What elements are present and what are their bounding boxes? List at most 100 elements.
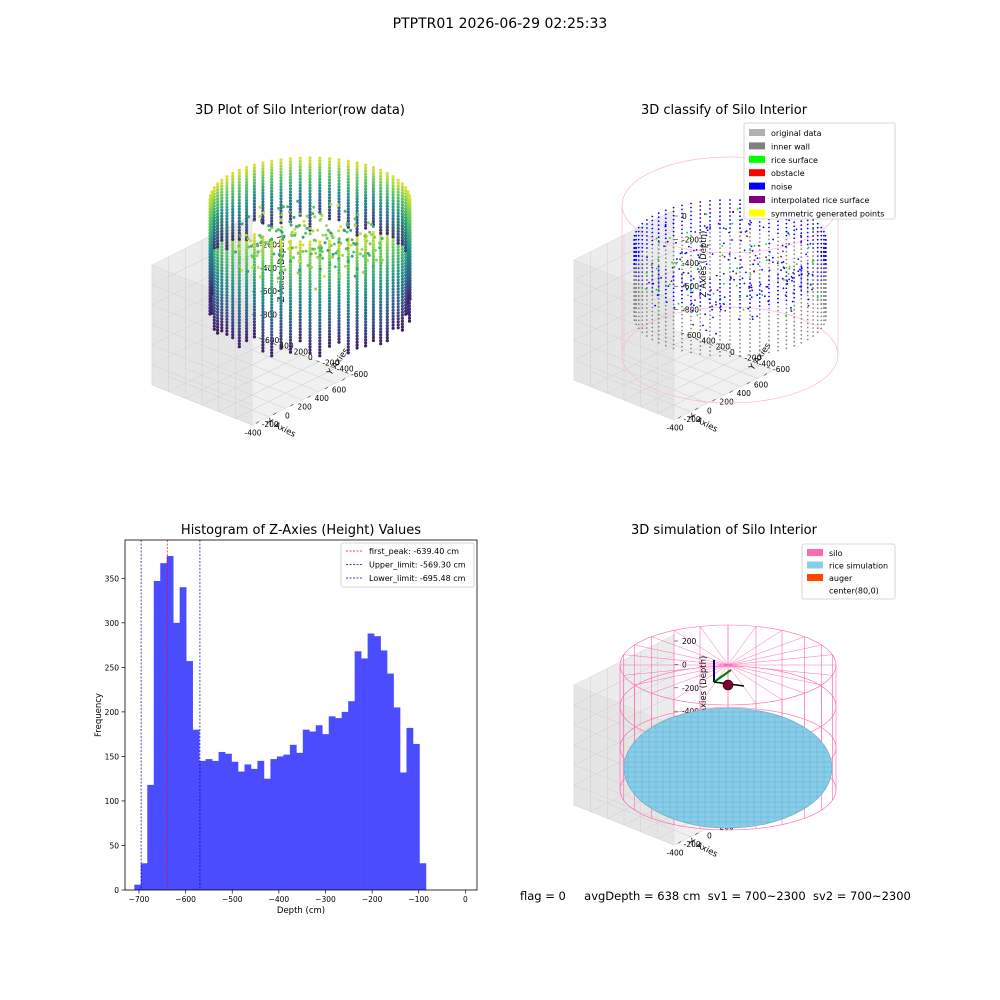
panel1-point [288,338,293,342]
panel2-point [646,335,648,337]
panel1-point [391,293,395,297]
panel1-point [371,278,375,283]
panel1-point [252,169,256,173]
panel2-point [749,278,751,280]
panel1-point [212,258,216,262]
histogram-bar [296,752,304,890]
panel2-point [646,267,648,269]
panel1-point [212,306,216,310]
panel2-point [777,240,779,243]
panel2-point [664,296,667,299]
panel2-point [749,264,751,266]
histogram-bars [134,556,427,890]
panel1-point [355,292,359,296]
panel1-point [212,216,216,220]
panel2-point [820,246,823,249]
panel2-point [786,282,789,285]
histogram-xlabel: Depth (cm) [277,906,325,916]
panel2-point [739,306,741,309]
panel1-point [404,258,408,262]
panel2-point [709,240,711,242]
panel1-point [261,170,265,174]
panel2-point [749,228,751,230]
panel4-xtick-label: 0 [707,831,712,840]
panel2-point [664,229,667,232]
panel1-point [288,254,293,258]
panel2-point [719,322,721,325]
panel2-point [677,302,680,305]
panel1-point [308,294,312,298]
panel1-point [212,249,216,253]
panel2-point [768,315,770,318]
panel2-point [690,331,692,334]
panel1-point [407,254,412,258]
panel1-point [346,348,350,352]
panel2-point [645,272,648,274]
panel1-point [298,177,302,181]
panel2-point [757,263,759,265]
panel2-point [641,282,644,285]
panel1-point [337,170,341,174]
panel1-point [225,290,229,294]
histogram-xtick-label: −700 [129,895,150,904]
panel1-point [261,346,265,350]
panel1-point [396,208,400,212]
panel4-xtick-mark [695,832,699,836]
panel1-point [225,193,229,197]
panel2-point [641,234,644,237]
panel2-point [816,230,819,233]
panel1-point [337,173,341,177]
panel1-point [308,330,312,334]
panel2-point [651,330,654,333]
panel2-point [635,230,637,233]
panel1-point [400,322,404,326]
panel2-point [705,263,708,266]
panel1-point [344,247,348,251]
panel1-point [270,246,274,250]
panel1-point [337,194,341,198]
panel2-point [664,221,667,224]
panel2-point [793,332,796,335]
panel1-point [288,210,292,214]
panel1-point [355,191,359,195]
panel1-point [295,225,299,229]
panel2-point [699,285,702,287]
panel2-point [782,250,784,253]
panel1-point [355,247,359,251]
panel1-point [267,224,271,228]
panel1-point [210,283,214,287]
panel1-point [349,228,353,232]
panel1-point [212,237,216,241]
panel1-point [298,240,302,244]
panel1-point [279,328,283,332]
panel2-point [744,231,747,233]
panel1-ytick-label: -200 [322,359,339,368]
panel2-point [824,258,827,261]
panel2-point [651,287,654,290]
panel1-point [364,311,368,315]
panel1-point [324,233,328,237]
panel2-ytick-label: 0 [730,348,735,357]
panel1-point [245,281,249,286]
panel1-point [210,196,214,200]
panel1-point [364,341,368,345]
panel1-point [245,326,249,331]
panel2-point [646,231,648,233]
panel2-point [672,343,675,346]
panel1-point [245,293,249,298]
panel1-point [270,159,274,163]
panel1-point [270,342,274,346]
panel1-point [252,248,256,252]
panel2-point [824,290,827,293]
panel1-point [270,321,274,325]
panel1-point [407,230,412,234]
panel1-point [318,324,322,328]
panel1-point [308,232,312,236]
panel2-point [651,227,654,230]
panel2-point [824,238,827,241]
panel1-point [270,195,274,199]
panel1-point [252,211,256,215]
panel1-point [245,290,249,295]
panel1-point [308,189,312,193]
panel1-point [318,270,322,274]
